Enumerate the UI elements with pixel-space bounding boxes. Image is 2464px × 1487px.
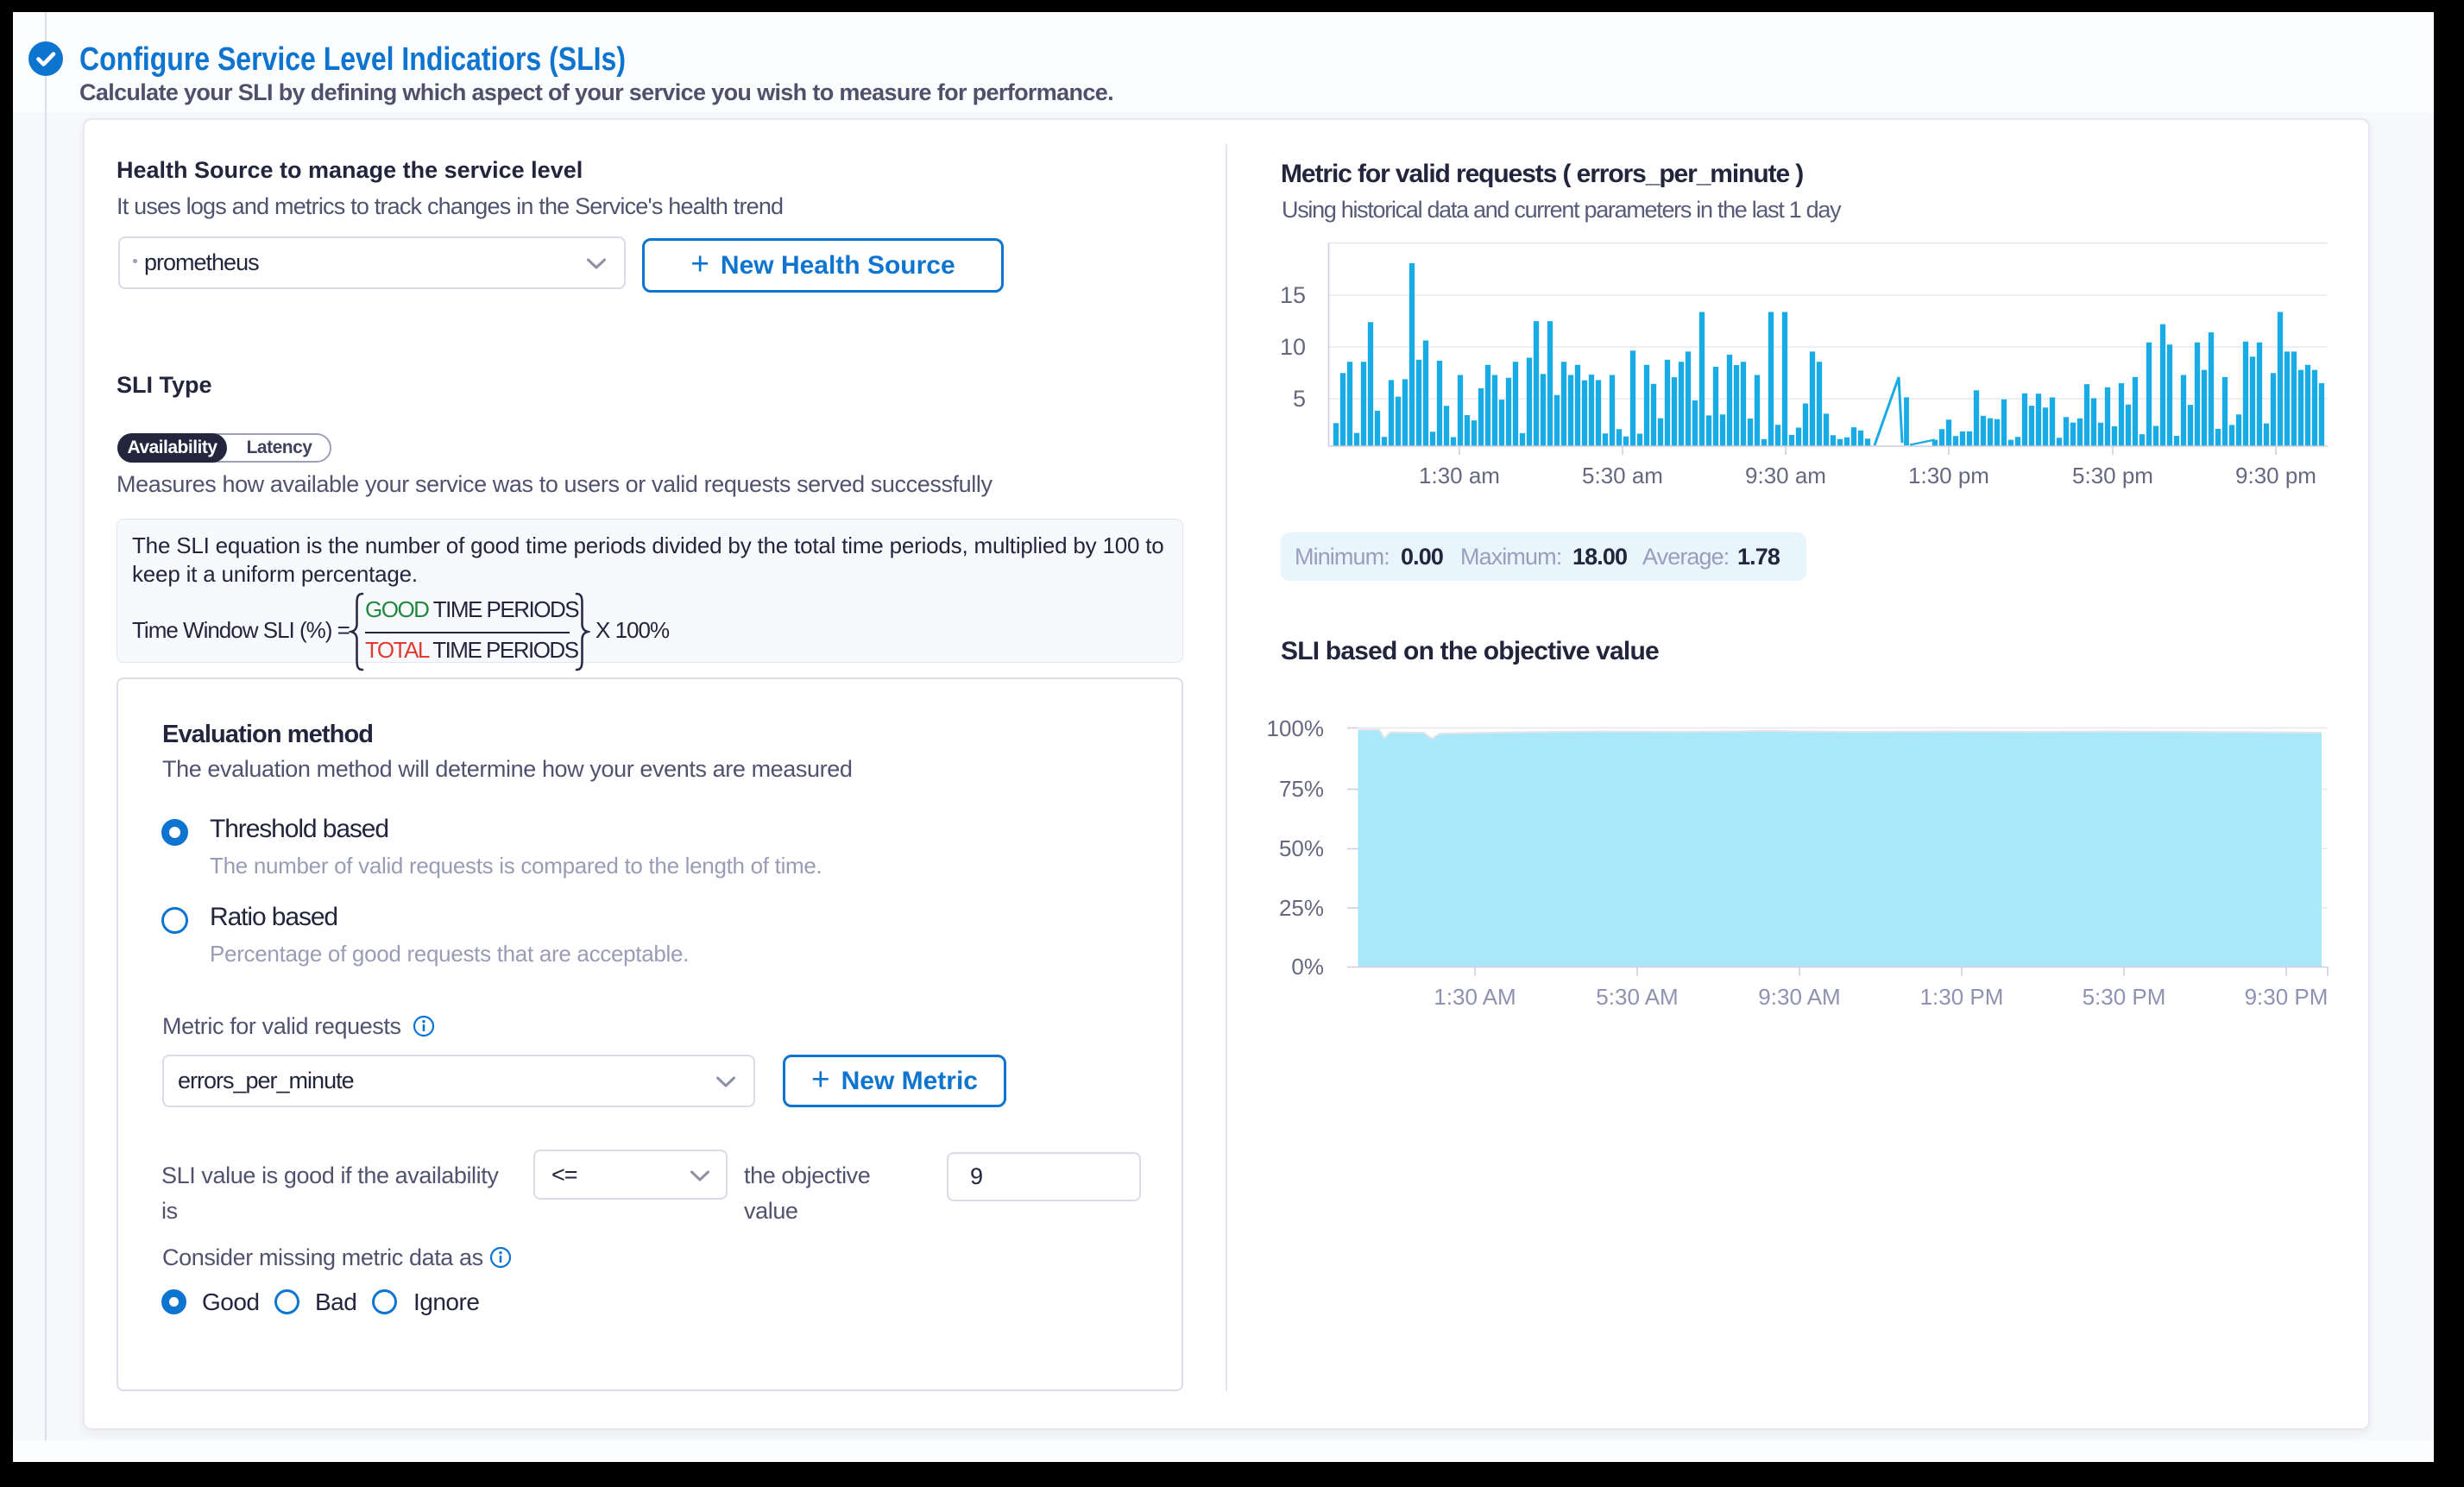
- svg-text:1:30 PM: 1:30 PM: [1920, 984, 2004, 1010]
- svg-text:9:30 AM: 9:30 AM: [1758, 984, 1840, 1010]
- svg-text:5:30 AM: 5:30 AM: [1596, 984, 1678, 1010]
- svg-text:5:30 am: 5:30 am: [1582, 463, 1663, 488]
- svg-text:100%: 100%: [1267, 715, 1325, 741]
- svg-text:9:30 PM: 9:30 PM: [2245, 984, 2329, 1010]
- svg-text:75%: 75%: [1279, 776, 1324, 802]
- svg-text:1:30 am: 1:30 am: [1419, 463, 1500, 488]
- svg-text:5:30 PM: 5:30 PM: [2083, 984, 2166, 1010]
- svg-text:1:30 AM: 1:30 AM: [1434, 984, 1516, 1010]
- svg-text:0%: 0%: [1291, 954, 1324, 980]
- svg-text:50%: 50%: [1279, 835, 1324, 861]
- svg-text:15: 15: [1280, 282, 1306, 308]
- svg-text:25%: 25%: [1279, 895, 1324, 921]
- svg-text:5:30 pm: 5:30 pm: [2072, 463, 2153, 488]
- svg-text:9:30 pm: 9:30 pm: [2235, 463, 2316, 488]
- svg-text:9:30 am: 9:30 am: [1745, 463, 1826, 488]
- svg-text:10: 10: [1280, 334, 1306, 360]
- svg-text:5: 5: [1293, 386, 1306, 412]
- svg-text:1:30 pm: 1:30 pm: [1908, 463, 1989, 488]
